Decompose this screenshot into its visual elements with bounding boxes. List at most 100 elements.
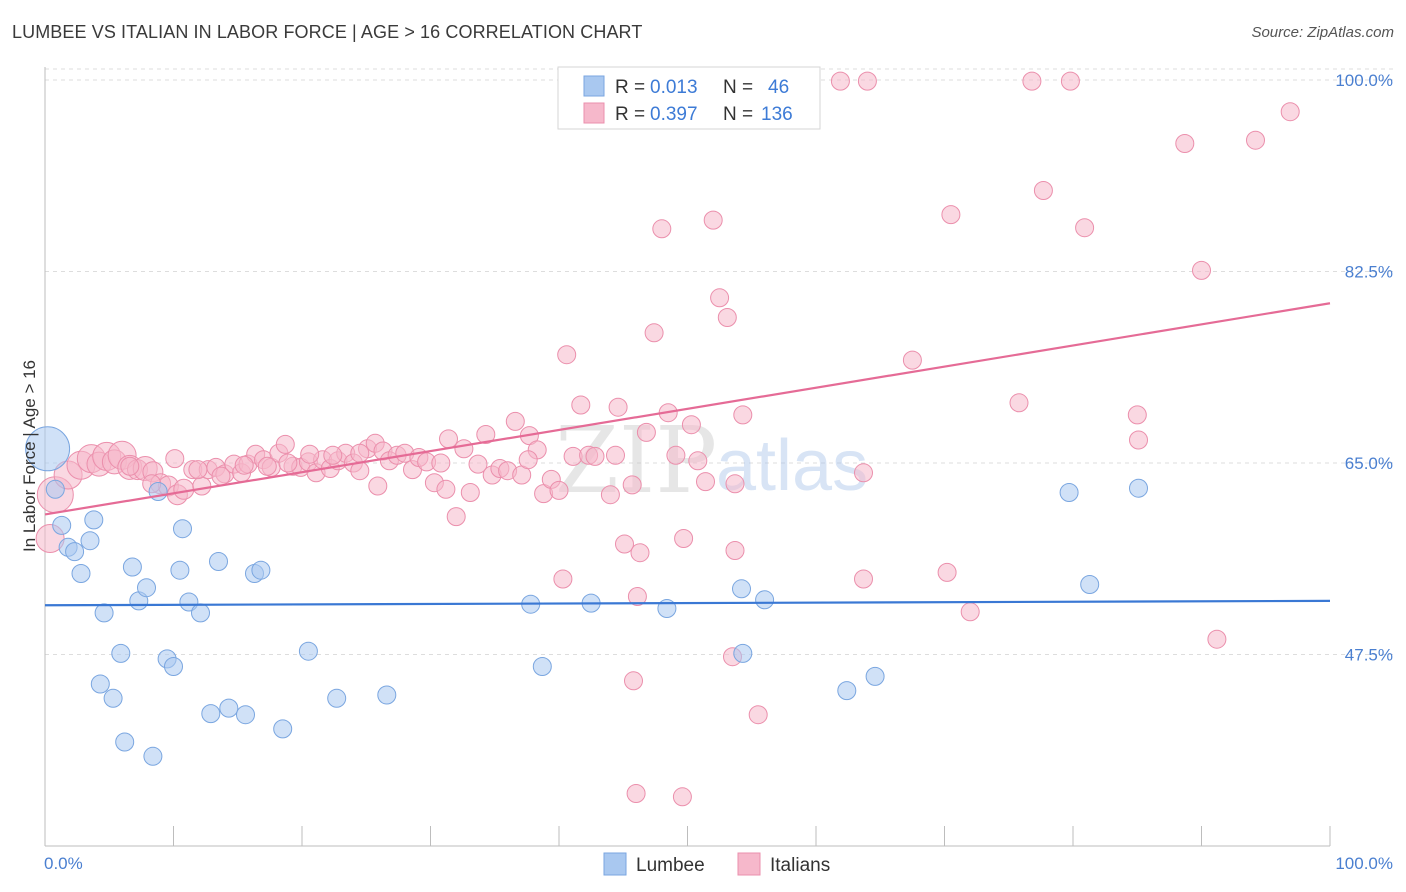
lumbee-point xyxy=(137,578,156,598)
italians-point xyxy=(1207,629,1227,649)
italians-point xyxy=(644,323,664,343)
legend-n-label-italians: N = xyxy=(723,104,753,125)
italians-point xyxy=(468,454,488,474)
italians-point xyxy=(192,476,212,496)
italians-point xyxy=(1022,71,1042,91)
lumbee-point xyxy=(219,698,239,718)
italians-point xyxy=(710,288,730,308)
chart-title: LUMBEE VS ITALIAN IN LABOR FORCE | AGE >… xyxy=(12,22,643,42)
y-tick-label: 100.0% xyxy=(1335,71,1393,90)
y-tick-label: 47.5% xyxy=(1345,646,1393,665)
italians-point xyxy=(748,705,768,725)
italians-point xyxy=(725,474,745,494)
lumbee-point xyxy=(273,719,293,739)
italians-point xyxy=(234,455,254,475)
legend-n-value-lumbee: 46 xyxy=(768,77,789,98)
italians-point xyxy=(1192,260,1211,280)
grid xyxy=(45,68,1393,655)
legend-n-value-italians: 136 xyxy=(761,104,793,125)
watermark-atlas: atlas xyxy=(716,426,868,506)
italians-point xyxy=(1129,430,1148,450)
lumbee-point xyxy=(1080,575,1100,594)
lumbee-point xyxy=(837,681,857,701)
italians-point xyxy=(627,587,647,606)
italians-point xyxy=(606,445,625,465)
lumbee-point xyxy=(115,732,135,752)
y-tick-label: 65.0% xyxy=(1345,454,1393,473)
y-tick-labels: 47.5% 65.0% 82.5% 100.0% xyxy=(1335,71,1393,665)
x-tick-label-max: 100.0% xyxy=(1335,854,1393,873)
italians-point xyxy=(323,445,343,465)
italians-point xyxy=(549,480,569,500)
legend: R = 0.013 N = 46 R = 0.397 N = 136 xyxy=(557,66,821,130)
italians-point xyxy=(439,429,458,449)
italians-point xyxy=(600,485,620,505)
italians-point xyxy=(275,434,295,454)
chart-source: Source: ZipAtlas.com xyxy=(1251,24,1394,41)
italians-point xyxy=(173,478,195,500)
lumbee-point xyxy=(170,560,190,580)
italians-point xyxy=(725,541,745,560)
lumbee-point xyxy=(164,657,183,676)
italians-point xyxy=(1075,218,1095,238)
italians-point xyxy=(1033,181,1053,200)
italians-point xyxy=(571,395,591,415)
italians-point xyxy=(630,543,650,563)
legend-swatch-italians xyxy=(583,102,605,124)
lumbee-point xyxy=(84,510,104,530)
lumbee-point xyxy=(532,657,552,676)
bottom-legend-swatch-italians xyxy=(737,852,761,876)
italians-point xyxy=(854,569,873,589)
lumbee-point xyxy=(65,542,85,562)
italians-point xyxy=(902,350,922,370)
italians-point xyxy=(300,444,320,464)
italians-point xyxy=(165,449,185,469)
italians-point xyxy=(857,71,877,91)
trend-lines xyxy=(44,302,1331,607)
italians-point xyxy=(854,463,873,483)
italians-point xyxy=(557,345,577,365)
italians-point xyxy=(733,405,753,425)
lumbee-point xyxy=(90,674,110,694)
lumbee-point xyxy=(236,705,255,725)
italians-point xyxy=(553,569,573,589)
bottom-legend-label-italians: Italians xyxy=(770,855,830,876)
lumbee-point xyxy=(191,603,210,623)
italians-point xyxy=(717,308,737,327)
italians-point xyxy=(368,476,388,496)
italians-point xyxy=(431,453,451,473)
italians-points xyxy=(35,71,1300,807)
italians-point xyxy=(211,466,231,486)
bottom-legend: Lumbee Italians xyxy=(603,852,830,876)
lumbee-point xyxy=(103,688,123,708)
legend-r-label-italians: R = xyxy=(615,104,645,125)
italians-point xyxy=(696,472,715,492)
italians-point xyxy=(257,456,277,476)
italians-point xyxy=(446,507,466,527)
lumbee-point xyxy=(45,479,65,499)
x-tick-label-min: 0.0% xyxy=(44,854,83,873)
legend-r-value-italians: 0.397 xyxy=(650,104,698,125)
italians-point xyxy=(941,205,961,225)
bottom-legend-label-lumbee: Lumbee xyxy=(636,855,705,876)
lumbee-point xyxy=(865,666,885,686)
italians-point xyxy=(350,443,370,463)
italians-point xyxy=(120,456,140,476)
italians-point xyxy=(1127,405,1147,425)
italians-point xyxy=(615,534,634,554)
y-axis-label: In Labor Force | Age > 16 xyxy=(20,360,39,552)
italians-point xyxy=(460,483,480,502)
lumbee-point xyxy=(94,603,114,623)
x-ticks xyxy=(44,826,1331,846)
lumbee-point xyxy=(52,515,72,535)
lumbee-point xyxy=(327,688,347,708)
lumbee-point xyxy=(80,531,100,551)
italians-point xyxy=(830,71,850,91)
italians-point xyxy=(688,451,708,471)
italians-point xyxy=(674,529,694,548)
y-tick-label: 82.5% xyxy=(1345,263,1393,282)
bottom-legend-swatch-lumbee xyxy=(603,852,627,876)
lumbee-point xyxy=(732,579,751,599)
italians-point xyxy=(1246,130,1265,150)
